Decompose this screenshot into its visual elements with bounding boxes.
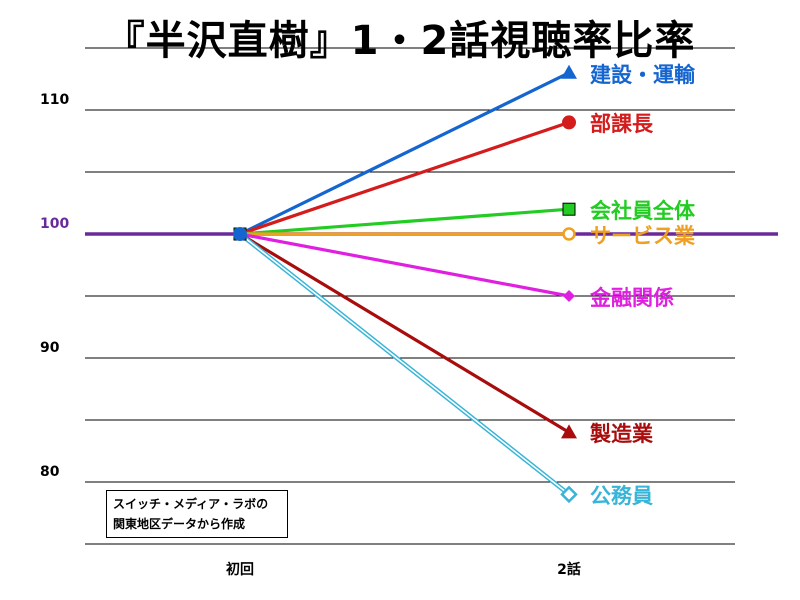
source-note-line-2: 関東地区データから作成 [113, 517, 246, 531]
series-marker [562, 227, 576, 241]
series-line [239, 120, 570, 236]
chart-title: 『半沢直樹』1・2話視聴率比率 [104, 18, 696, 64]
series-lines [238, 71, 571, 497]
series-marker [563, 290, 575, 302]
series-line [239, 207, 570, 236]
x-axis-ticks: 初回 2話 [226, 561, 581, 578]
series-marker [560, 485, 578, 504]
y-tick-label: 90 [40, 340, 60, 356]
series-marker [561, 64, 577, 79]
series-line [239, 71, 570, 236]
x-tick-label: 2話 [557, 561, 581, 578]
series-label: サービス業 [590, 224, 695, 248]
series-label: 会社員全体 [590, 199, 695, 224]
y-tick-label: 110 [40, 92, 69, 108]
series-line [239, 232, 570, 298]
x-tick-label: 初回 [226, 561, 254, 578]
source-note: スイッチ・メディア・ラボの 関東地区データから作成 [106, 490, 288, 538]
series-label: 建設・運輸 [590, 62, 695, 87]
series-label: 製造業 [590, 422, 653, 447]
y-tick-label: 80 [40, 464, 60, 480]
series-label: 部課長 [590, 112, 653, 137]
series-markers [233, 64, 578, 504]
series-marker [561, 424, 577, 439]
series-line [239, 232, 570, 434]
grid-lines [85, 47, 735, 545]
source-note-line-1: スイッチ・メディア・ラボの [113, 497, 269, 511]
series-label: 金融関係 [590, 286, 674, 310]
series-marker [562, 202, 576, 216]
y-tick-label: 100 [40, 216, 69, 232]
y-axis-ticks: 80 90 100 110 [40, 92, 69, 480]
series-marker [233, 227, 247, 241]
series-label: 公務員 [590, 484, 653, 509]
series-marker [562, 115, 576, 130]
series-line-inner [239, 233, 570, 496]
